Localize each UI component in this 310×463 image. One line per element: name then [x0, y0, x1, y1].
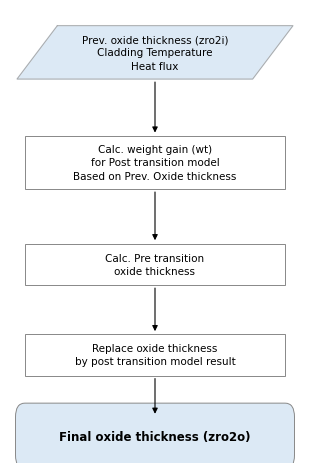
Text: Calc. weight gain (wt)
for Post transition model
Based on Prev. Oxide thickness: Calc. weight gain (wt) for Post transiti…: [73, 145, 237, 181]
Text: Replace oxide thickness
by post transition model result: Replace oxide thickness by post transiti…: [75, 344, 235, 367]
FancyBboxPatch shape: [25, 136, 285, 190]
Text: Calc. Pre transition
oxide thickness: Calc. Pre transition oxide thickness: [105, 253, 205, 276]
FancyBboxPatch shape: [25, 244, 285, 286]
FancyBboxPatch shape: [16, 403, 294, 463]
FancyBboxPatch shape: [25, 334, 285, 376]
Text: Prev. oxide thickness (zro2i)
Cladding Temperature
Heat flux: Prev. oxide thickness (zro2i) Cladding T…: [82, 35, 228, 71]
Text: Final oxide thickness (zro2o): Final oxide thickness (zro2o): [59, 430, 251, 443]
Polygon shape: [17, 26, 293, 80]
